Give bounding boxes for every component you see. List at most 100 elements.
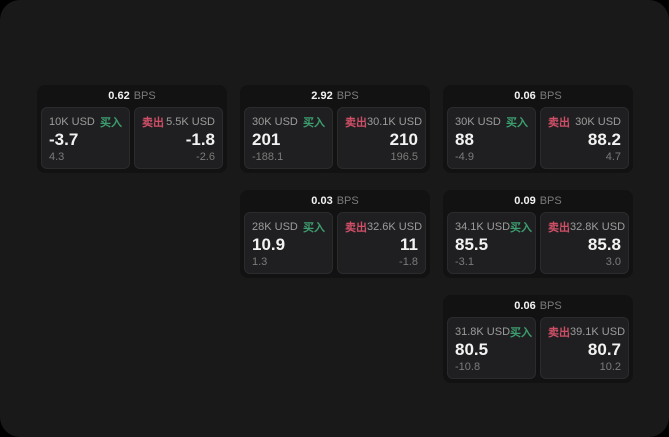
sell-panel[interactable]: 卖出 30K USD 88.2 4.7 <box>540 107 629 169</box>
sell-amount: 32.6K USD <box>367 221 423 233</box>
sell-delta: 196.5 <box>390 151 418 163</box>
sell-price: 85.8 <box>587 235 621 255</box>
sell-side-label: 卖出 <box>548 117 570 129</box>
buy-panel[interactable]: 10K USD 买入 -3.7 4.3 <box>41 107 130 169</box>
buy-price: 10.9 <box>252 235 286 255</box>
buy-panel-top-row: 30K USD 买入 <box>252 114 325 130</box>
quote-card[interactable]: 0.09 BPS 34.1K USD 买入 85.5 -3.1 卖出 32.8K… <box>443 190 633 278</box>
sell-panel[interactable]: 卖出 30.1K USD 210 196.5 <box>337 107 426 169</box>
sell-panel-top-row: 卖出 30.1K USD <box>345 114 422 130</box>
buy-panel[interactable]: 30K USD 买入 201 -188.1 <box>244 107 333 169</box>
sell-panel-top-row: 卖出 30K USD <box>548 114 621 130</box>
card-body: 34.1K USD 买入 85.5 -3.1 卖出 32.8K USD 85.8… <box>447 212 629 274</box>
card-body: 31.8K USD 买入 80.5 -10.8 卖出 39.1K USD 80.… <box>447 317 629 379</box>
buy-delta: -10.8 <box>455 361 481 373</box>
buy-delta: 1.3 <box>252 256 268 268</box>
sell-side-label: 卖出 <box>345 117 367 129</box>
card-body: 30K USD 买入 88 -4.9 卖出 30K USD 88.2 4.7 <box>447 107 629 169</box>
buy-side-label: 买入 <box>510 222 533 234</box>
sell-panel-top-row: 卖出 5.5K USD <box>142 114 215 130</box>
bps-value: 0.06 <box>514 90 536 102</box>
buy-amount: 30K USD <box>455 116 501 128</box>
sell-side-label: 卖出 <box>142 117 164 129</box>
sell-amount: 30.1K USD <box>367 116 423 128</box>
buy-price: 88 <box>455 130 474 150</box>
card-header: 0.06 BPS <box>447 85 629 107</box>
sell-side-label: 卖出 <box>345 222 367 234</box>
buy-panel-top-row: 28K USD 买入 <box>252 219 325 235</box>
bps-value: 0.06 <box>514 300 536 312</box>
card-body: 10K USD 买入 -3.7 4.3 卖出 5.5K USD -1.8 -2.… <box>41 107 223 169</box>
bps-unit-label: BPS <box>336 90 359 102</box>
buy-price: -3.7 <box>49 130 79 150</box>
card-header: 0.06 BPS <box>447 295 629 317</box>
buy-price: 85.5 <box>455 235 489 255</box>
card-header: 0.03 BPS <box>244 190 426 212</box>
sell-panel[interactable]: 卖出 32.6K USD 11 -1.8 <box>337 212 426 274</box>
sell-price: 210 <box>389 130 418 150</box>
bps-value: 0.62 <box>108 90 130 102</box>
sell-delta: 4.7 <box>605 151 621 163</box>
quote-card[interactable]: 0.03 BPS 28K USD 买入 10.9 1.3 卖出 32.6K US… <box>240 190 430 278</box>
sell-amount: 39.1K USD <box>570 326 626 338</box>
sell-panel-top-row: 卖出 39.1K USD <box>548 324 625 340</box>
quote-card[interactable]: 0.06 BPS 31.8K USD 买入 80.5 -10.8 卖出 39.1… <box>443 295 633 383</box>
sell-delta: 3.0 <box>605 256 621 268</box>
buy-panel[interactable]: 28K USD 买入 10.9 1.3 <box>244 212 333 274</box>
sell-amount: 5.5K USD <box>166 116 215 128</box>
buy-amount: 31.8K USD <box>455 326 511 338</box>
card-header: 2.92 BPS <box>244 85 426 107</box>
sell-panel[interactable]: 卖出 5.5K USD -1.8 -2.6 <box>134 107 223 169</box>
card-header: 0.09 BPS <box>447 190 629 212</box>
bps-value: 2.92 <box>311 90 333 102</box>
sell-price: 80.7 <box>587 340 621 360</box>
sell-side-label: 卖出 <box>548 327 570 339</box>
buy-delta: -3.1 <box>455 256 474 268</box>
bps-unit-label: BPS <box>133 90 156 102</box>
sell-panel[interactable]: 卖出 39.1K USD 80.7 10.2 <box>540 317 629 379</box>
sell-amount: 32.8K USD <box>570 221 626 233</box>
bps-unit-label: BPS <box>336 195 359 207</box>
buy-delta: -4.9 <box>455 151 474 163</box>
buy-side-label: 买入 <box>506 117 528 129</box>
card-header: 0.62 BPS <box>41 85 223 107</box>
buy-delta: -188.1 <box>252 151 284 163</box>
buy-delta: 4.3 <box>49 151 65 163</box>
sell-panel-top-row: 卖出 32.8K USD <box>548 219 625 235</box>
buy-panel-top-row: 31.8K USD 买入 <box>455 324 532 340</box>
sell-delta: 10.2 <box>599 361 621 373</box>
bps-value: 0.09 <box>514 195 536 207</box>
quote-card[interactable]: 2.92 BPS 30K USD 买入 201 -188.1 卖出 30.1K … <box>240 85 430 173</box>
buy-side-label: 买入 <box>303 222 325 234</box>
buy-price: 201 <box>252 130 281 150</box>
sell-price: 11 <box>400 235 418 255</box>
buy-panel[interactable]: 31.8K USD 买入 80.5 -10.8 <box>447 317 536 379</box>
sell-side-label: 卖出 <box>548 222 570 234</box>
buy-side-label: 买入 <box>100 117 122 129</box>
buy-price: 80.5 <box>455 340 489 360</box>
buy-panel-top-row: 10K USD 买入 <box>49 114 122 130</box>
buy-panel-top-row: 34.1K USD 买入 <box>455 219 532 235</box>
buy-amount: 10K USD <box>49 116 95 128</box>
sell-price: -1.8 <box>185 130 215 150</box>
quote-card[interactable]: 0.06 BPS 30K USD 买入 88 -4.9 卖出 30K USD 8… <box>443 85 633 173</box>
bps-unit-label: BPS <box>539 90 562 102</box>
bps-unit-label: BPS <box>539 300 562 312</box>
buy-panel[interactable]: 34.1K USD 买入 85.5 -3.1 <box>447 212 536 274</box>
sell-panel-top-row: 卖出 32.6K USD <box>345 219 422 235</box>
buy-panel-top-row: 30K USD 买入 <box>455 114 528 130</box>
sell-delta: -2.6 <box>196 151 215 163</box>
quote-card[interactable]: 0.62 BPS 10K USD 买入 -3.7 4.3 卖出 5.5K USD… <box>37 85 227 173</box>
buy-amount: 34.1K USD <box>455 221 511 233</box>
buy-side-label: 买入 <box>510 327 533 339</box>
sell-panel[interactable]: 卖出 32.8K USD 85.8 3.0 <box>540 212 629 274</box>
buy-panel[interactable]: 30K USD 买入 88 -4.9 <box>447 107 536 169</box>
bps-value: 0.03 <box>311 195 333 207</box>
sell-delta: -1.8 <box>399 256 418 268</box>
sell-amount: 30K USD <box>575 116 621 128</box>
card-body: 28K USD 买入 10.9 1.3 卖出 32.6K USD 11 -1.8 <box>244 212 426 274</box>
card-body: 30K USD 买入 201 -188.1 卖出 30.1K USD 210 1… <box>244 107 426 169</box>
buy-amount: 28K USD <box>252 221 298 233</box>
bps-unit-label: BPS <box>539 195 562 207</box>
